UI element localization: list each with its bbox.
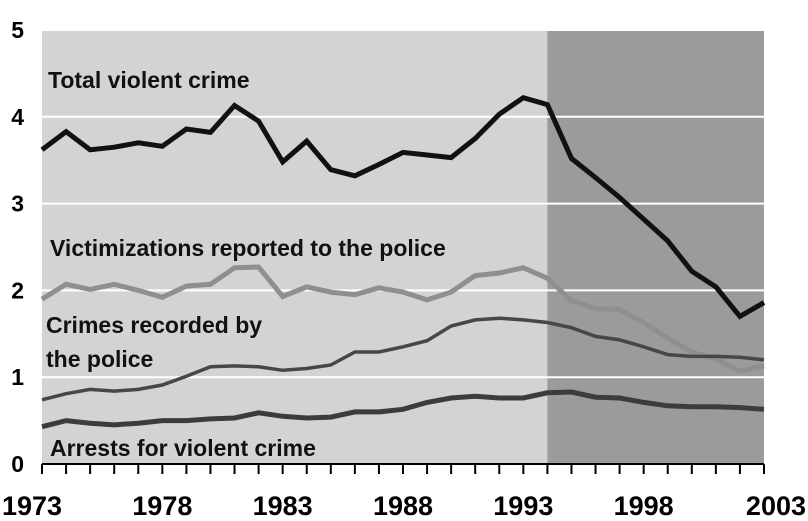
y-tick-label: 4 <box>11 104 24 130</box>
y-tick-label: 0 <box>11 451 24 477</box>
label-arrests: Arrests for violent crime <box>50 435 316 461</box>
series-lines <box>40 94 766 430</box>
grid <box>42 29 764 379</box>
axes: 1973 1978 1983 1988 1993 1998 2003 0 1 2 3 4 5 <box>2 17 806 521</box>
y-tick-label: 2 <box>11 277 24 303</box>
x-tick-label: 1973 <box>2 491 62 521</box>
x-tick-label: 1993 <box>493 491 553 521</box>
label-crimes-recorded-line2: the police <box>46 346 153 372</box>
shaded-region <box>547 30 764 464</box>
series-labels: Total violent crime Victimizations repor… <box>46 67 446 461</box>
y-tick-label: 1 <box>11 364 24 390</box>
series-line-crimes-recorded-by-the-police <box>41 316 765 402</box>
series-line-victimizations-reported-to-the-police <box>40 264 765 374</box>
x-tick-label: 1978 <box>132 491 192 521</box>
x-tick-label: 1998 <box>614 491 674 521</box>
label-crimes-recorded-line1: Crimes recorded by <box>46 312 262 338</box>
plot-background <box>42 30 764 464</box>
series-line-total-violent-crime <box>40 94 766 320</box>
y-tick-label: 5 <box>11 17 24 43</box>
x-tick-label: 1983 <box>253 491 313 521</box>
series-line-arrests-for-violent-crime <box>41 389 765 430</box>
x-tick-label: 2003 <box>746 491 806 521</box>
label-victimizations-reported: Victimizations reported to the police <box>50 235 446 261</box>
label-total-violent-crime: Total violent crime <box>48 67 250 93</box>
x-tick-label: 1988 <box>373 491 433 521</box>
y-tick-label: 3 <box>11 191 24 217</box>
